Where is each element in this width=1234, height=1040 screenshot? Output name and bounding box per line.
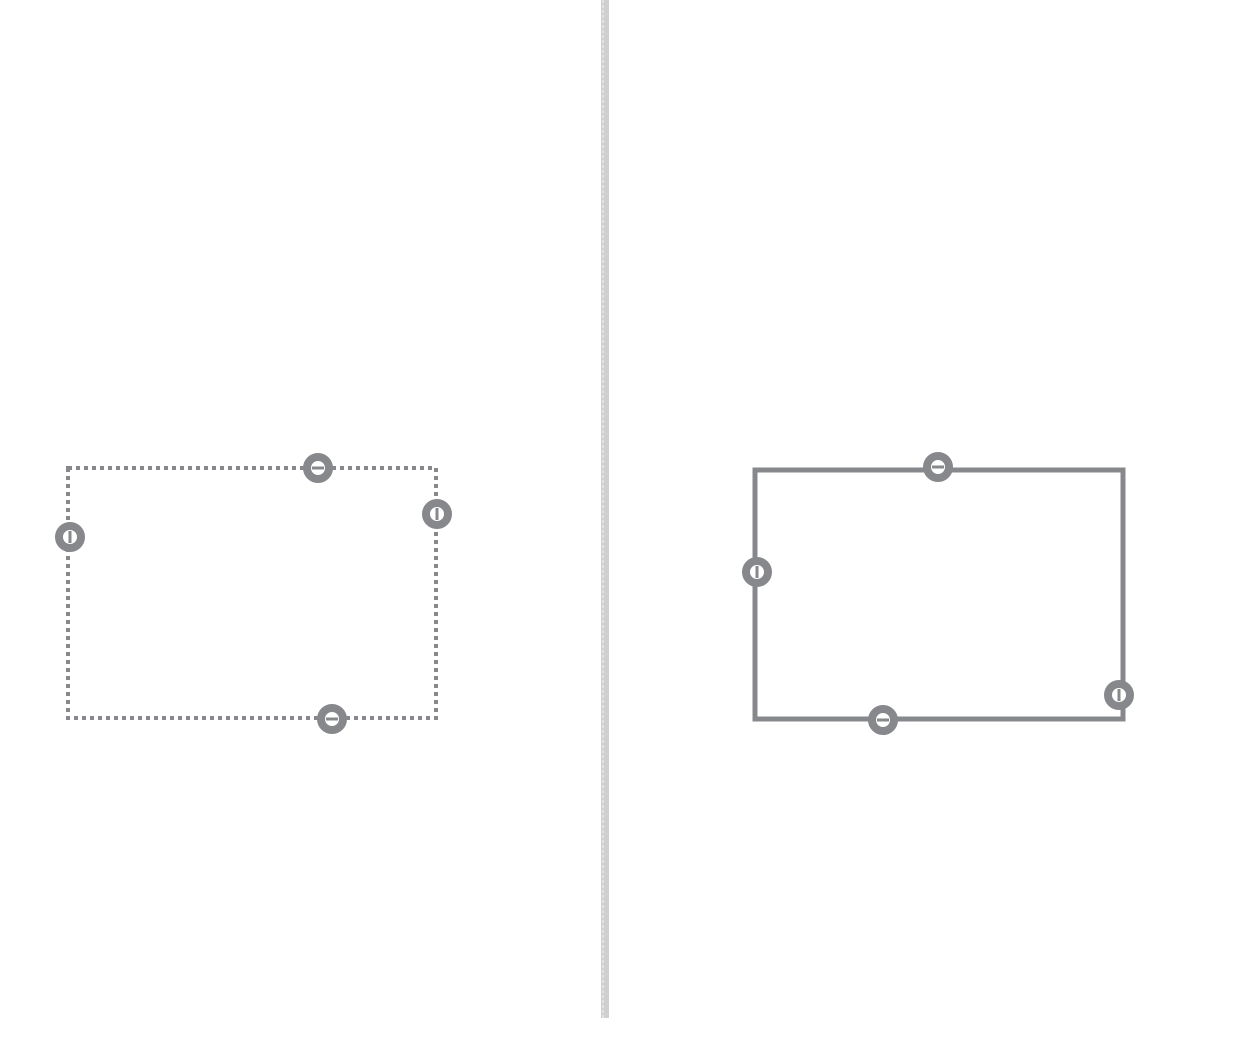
solid-rectangle[interactable] — [752, 467, 1126, 722]
connection-handle-left[interactable] — [742, 557, 772, 587]
connection-handle-bottom[interactable] — [868, 705, 898, 735]
connection-handle-bottom[interactable] — [317, 704, 347, 734]
connection-handle-right[interactable] — [422, 499, 452, 529]
panel-divider — [601, 0, 609, 1018]
connection-handle-top[interactable] — [923, 452, 953, 482]
dotted-rectangle[interactable] — [66, 466, 438, 720]
connection-handle-left[interactable] — [55, 522, 85, 552]
left-panel — [55, 453, 452, 734]
connection-handle-right[interactable] — [1104, 680, 1134, 710]
right-panel — [742, 452, 1134, 735]
connection-handle-top[interactable] — [303, 453, 333, 483]
